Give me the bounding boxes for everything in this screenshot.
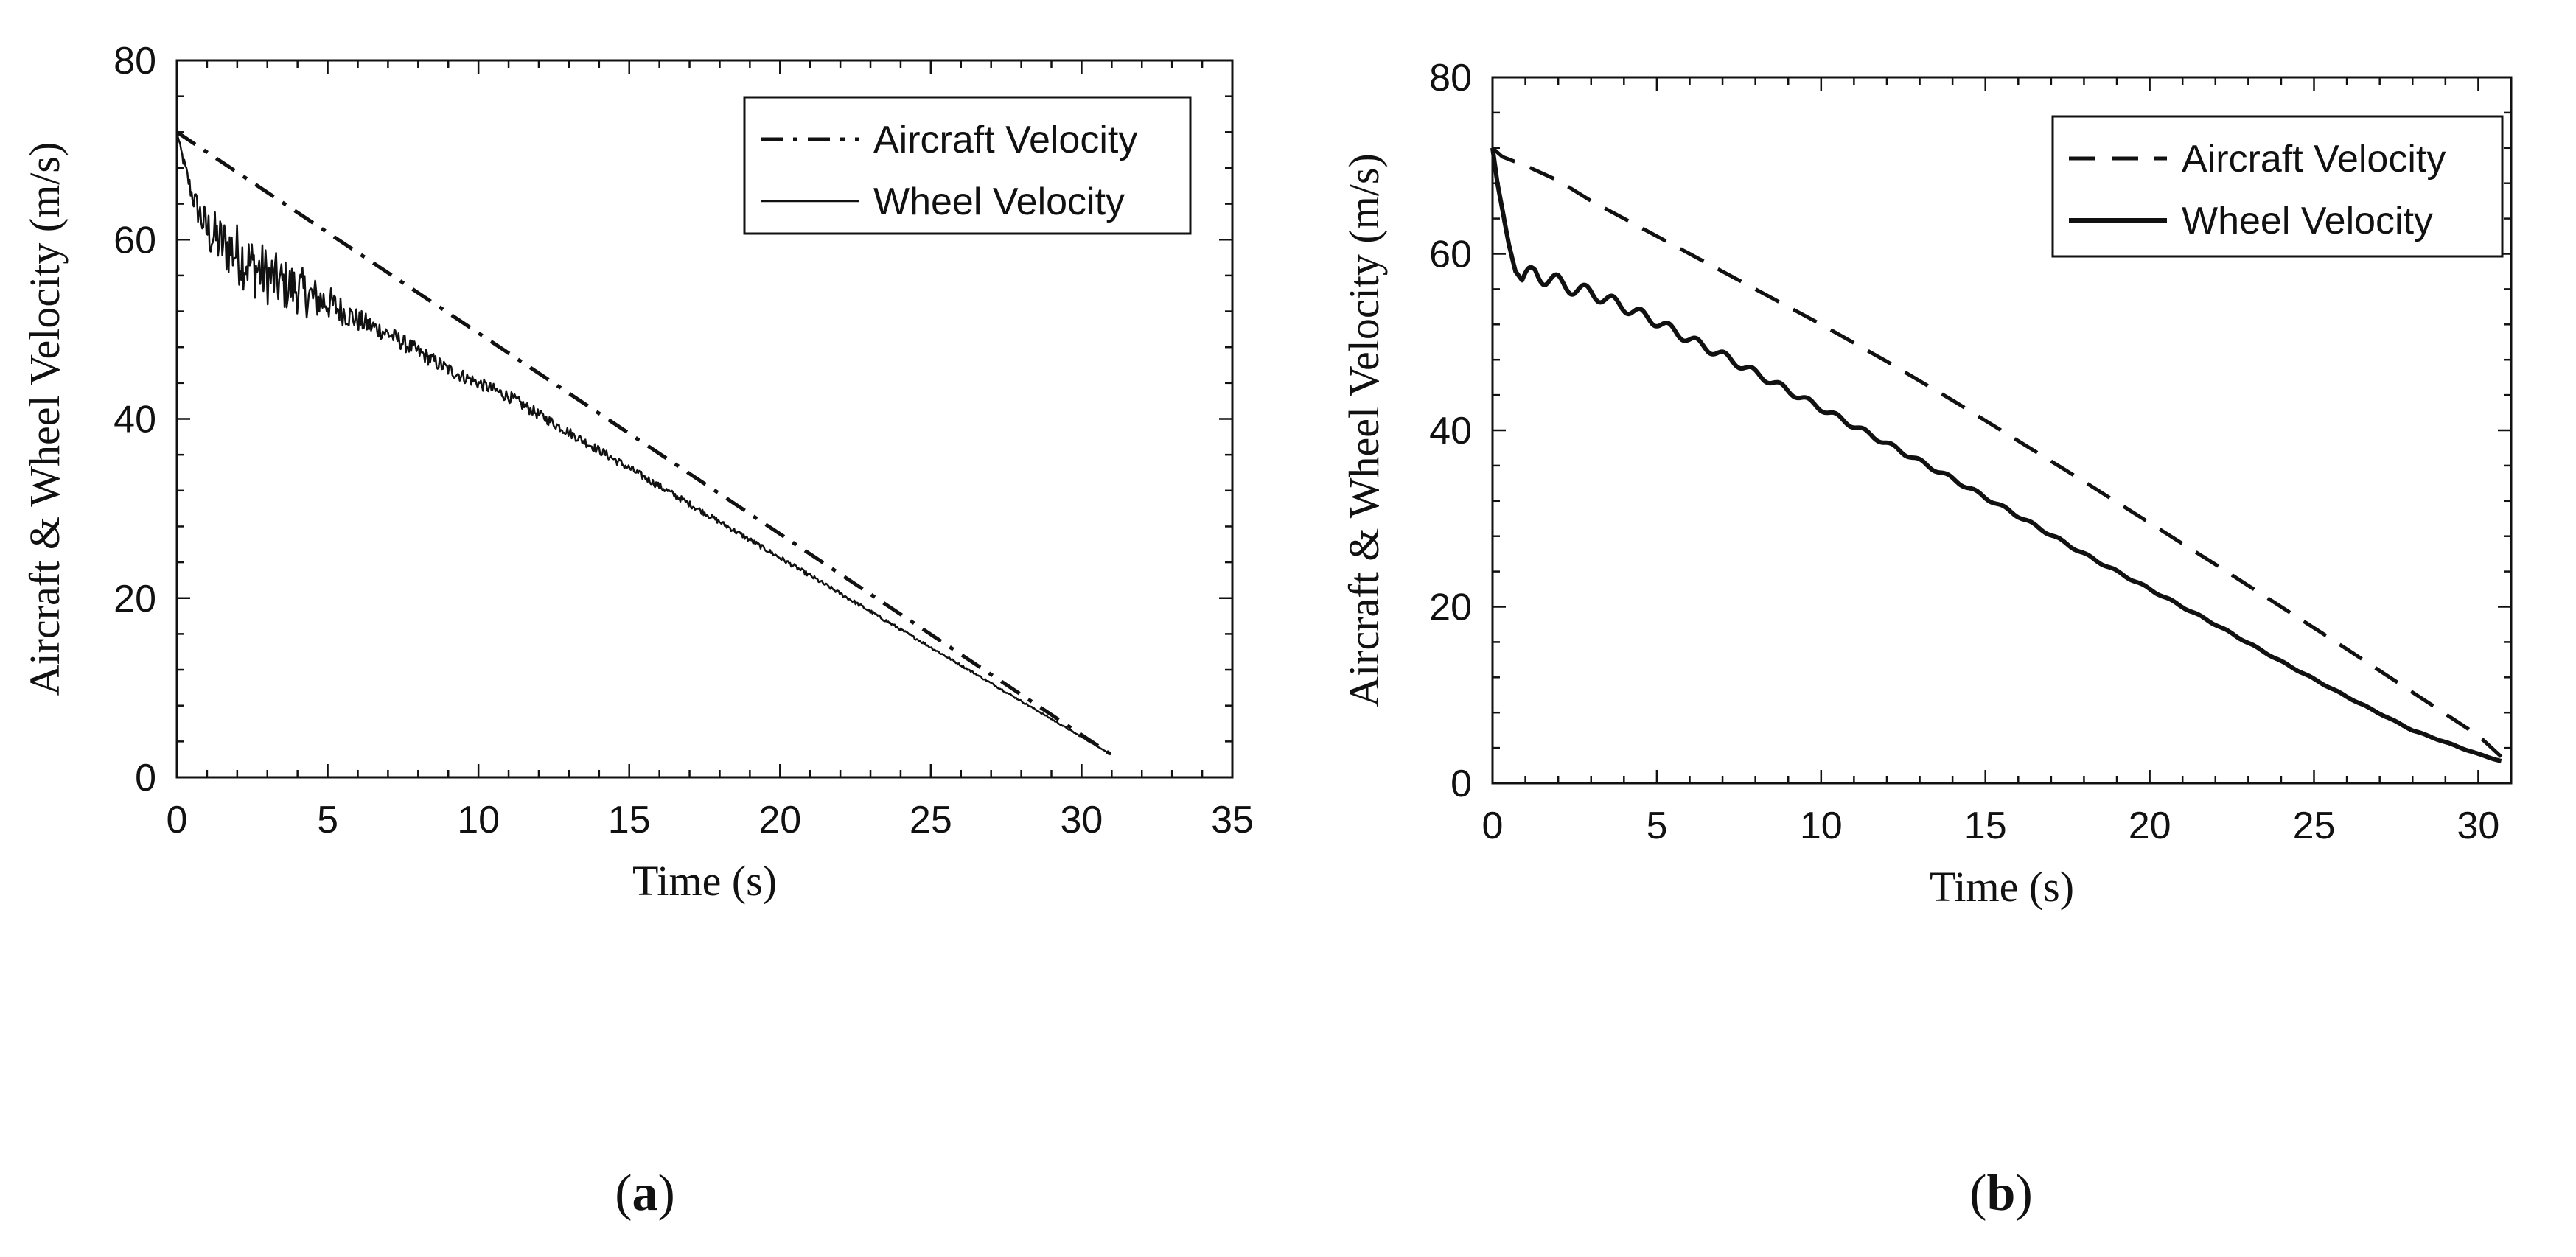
panel-a-chart: 0 5 10 15 20 25 30 35 0 20 40 60 80 Time (s) Aircraft … bbox=[21, 40, 1254, 905]
x-tick-label: 5 bbox=[1646, 805, 1667, 847]
legend-label: Aircraft Velocity bbox=[2182, 138, 2446, 181]
x-tick-label: 35 bbox=[1211, 799, 1254, 841]
y-axis-label: Aircraft & Wheel Velocity (m/s) bbox=[1340, 153, 1388, 707]
x-tick-label: 20 bbox=[2129, 805, 2171, 847]
x-tick-label: 25 bbox=[2293, 805, 2336, 847]
panel-a-caption: (a) bbox=[615, 1165, 675, 1222]
x-tick-label: 10 bbox=[1800, 805, 1843, 847]
x-tick-label: 30 bbox=[1061, 799, 1103, 841]
x-tick-label: 5 bbox=[317, 799, 338, 841]
legend-label: Wheel Velocity bbox=[873, 181, 1125, 223]
y-tick-label: 20 bbox=[114, 578, 156, 620]
y-tick-label: 20 bbox=[1429, 587, 1472, 629]
y-tick-label: 0 bbox=[135, 757, 156, 799]
y-tick-label: 40 bbox=[114, 399, 156, 441]
y-tick-label: 80 bbox=[1429, 57, 1472, 99]
y-tick-label: 60 bbox=[114, 219, 156, 262]
x-axis-label: Time (s) bbox=[1930, 863, 2074, 911]
x-tick-label: 10 bbox=[457, 799, 500, 841]
panel-b-chart: 0 5 10 15 20 25 30 0 20 40 60 80 Time (s) Aircraft & … bbox=[1340, 57, 2513, 911]
x-tick-label: 30 bbox=[2457, 805, 2499, 847]
x-tick-label: 15 bbox=[1964, 805, 2007, 847]
y-tick-label: 40 bbox=[1429, 410, 1472, 452]
y-tick-label: 0 bbox=[1451, 763, 1472, 805]
series-line-wheel-velocity bbox=[175, 132, 1111, 756]
x-tick-label: 15 bbox=[608, 799, 651, 841]
y-tick-label: 80 bbox=[114, 40, 156, 83]
legend-label: Wheel Velocity bbox=[2182, 200, 2433, 242]
y-tick-label: 60 bbox=[1429, 234, 1472, 276]
legend-label: Aircraft Velocity bbox=[873, 119, 1137, 161]
x-tick-label: 25 bbox=[910, 799, 952, 841]
series-line-aircraft-velocity bbox=[1491, 146, 2503, 758]
legend-box bbox=[743, 96, 1192, 235]
panel-b-caption: (b) bbox=[1969, 1165, 2033, 1222]
legend-box bbox=[2051, 115, 2504, 258]
panel-a-caption-letter: a bbox=[632, 1165, 658, 1222]
x-tick-label: 0 bbox=[167, 799, 188, 841]
panel-b-caption-letter: b bbox=[1986, 1165, 2016, 1222]
x-axis-label: Time (s) bbox=[632, 857, 777, 905]
y-axis-label: Aircraft & Wheel Velocity (m/s) bbox=[21, 142, 69, 696]
x-tick-label: 20 bbox=[758, 799, 801, 841]
series-line-wheel-velocity bbox=[1490, 147, 2503, 763]
x-tick-label: 0 bbox=[1482, 805, 1504, 847]
